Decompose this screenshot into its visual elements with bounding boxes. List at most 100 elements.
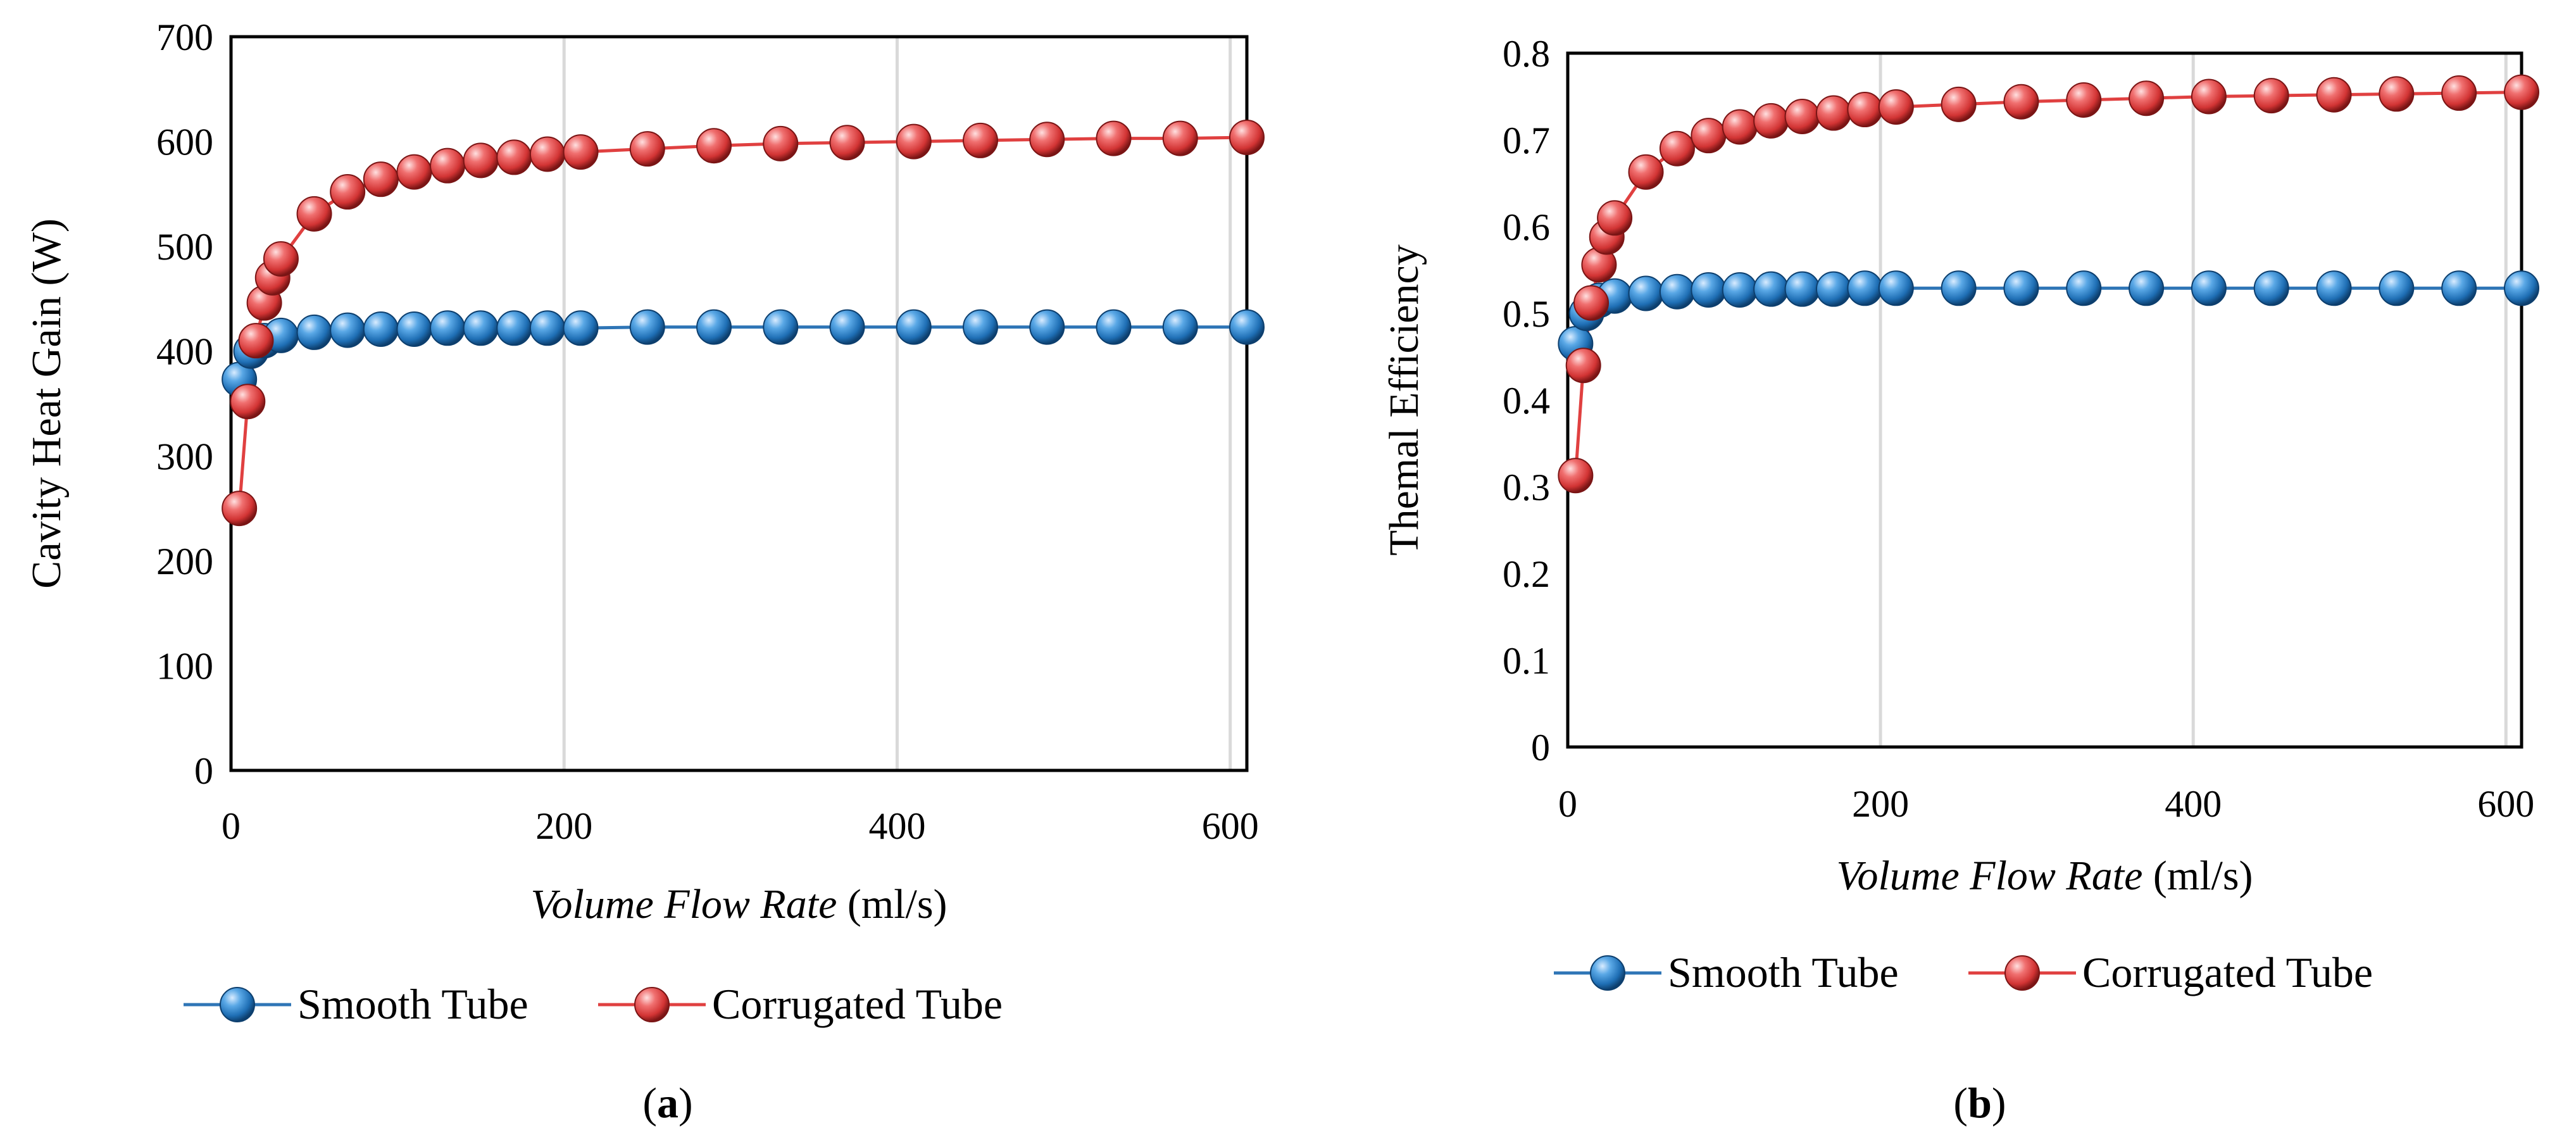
data-point-smooth-tube: [1847, 270, 1883, 306]
y-tick-label: 0: [194, 750, 213, 792]
x-tick-label: 400: [868, 805, 925, 847]
data-point-smooth-tube: [2441, 270, 2477, 306]
data-point-corrugated-tube: [1162, 120, 1198, 156]
data-point-corrugated-tube: [1565, 348, 1601, 384]
data-point-corrugated-tube: [1784, 99, 1820, 135]
data-point-corrugated-tube: [1096, 120, 1132, 156]
data-point-corrugated-tube: [1722, 109, 1758, 145]
data-point-corrugated-tube: [2504, 74, 2539, 110]
data-point-corrugated-tube: [2441, 75, 2477, 111]
data-point-corrugated-tube: [829, 125, 865, 161]
data-point-smooth-tube: [563, 310, 599, 346]
data-point-smooth-tube: [763, 309, 799, 345]
data-point-corrugated-tube: [396, 154, 432, 190]
data-point-corrugated-tube: [363, 161, 399, 198]
legend-label: Corrugated Tube: [2082, 948, 2373, 996]
data-point-corrugated-tube: [1659, 130, 1695, 166]
x-axis-title-unit: (ml/s): [837, 881, 947, 927]
data-point-smooth-tube: [2504, 270, 2539, 306]
data-point-smooth-tube: [1722, 272, 1758, 308]
data-point-corrugated-tube: [1691, 118, 1727, 154]
data-point-corrugated-tube: [463, 142, 499, 179]
data-point-corrugated-tube: [2003, 84, 2039, 120]
legend-marker: [634, 987, 670, 1022]
x-axis-title-unit: (ml/s): [2142, 853, 2253, 899]
data-point-smooth-tube: [1941, 270, 1977, 306]
x-tick-label: 400: [2165, 783, 2222, 825]
data-point-corrugated-tube: [1753, 103, 1789, 139]
x-axis-title-italic: Volume Flow Rate: [1836, 853, 2142, 899]
x-axis-title-italic: Volume Flow Rate: [530, 881, 837, 927]
y-tick-label: 500: [156, 226, 213, 268]
y-tick-label: 100: [156, 645, 213, 687]
x-axis-title: Volume Flow Rate (ml/s): [1836, 853, 2253, 899]
y-axis-title: Themal Efficiency: [1381, 244, 1427, 556]
data-point-corrugated-tube: [629, 131, 665, 167]
data-point-corrugated-tube: [1573, 285, 1610, 321]
data-point-smooth-tube: [829, 309, 865, 345]
data-point-corrugated-tube: [1628, 154, 1664, 190]
data-point-smooth-tube: [496, 310, 532, 346]
data-point-smooth-tube: [1229, 309, 1265, 345]
data-point-corrugated-tube: [1941, 86, 1977, 122]
plot-frame: [1566, 51, 2523, 749]
y-tick-label: 0.2: [1503, 553, 1550, 595]
data-point-smooth-tube: [2191, 270, 2227, 306]
data-point-corrugated-tube: [563, 134, 599, 170]
data-point-corrugated-tube: [963, 122, 999, 158]
y-tick-label: 0.5: [1503, 293, 1550, 335]
data-point-corrugated-tube: [2253, 78, 2289, 114]
data-point-corrugated-tube: [1847, 92, 1883, 128]
data-point-corrugated-tube: [2316, 77, 2352, 113]
data-point-corrugated-tube: [1229, 119, 1265, 155]
y-tick-label: 0.4: [1503, 380, 1550, 422]
data-point-corrugated-tube: [2066, 82, 2102, 118]
plot-frame: [229, 35, 1249, 772]
chart-panel-a: 0 100 200 300 400 500 600 700 0 200 400 600 Cavity H…: [23, 16, 1265, 1127]
data-point-corrugated-tube: [1815, 95, 1851, 131]
chart-panel-b: 0 0.1 0.2 0.3 0.4 0.5 0.6 0.7 0.8 0 200 400 600 Thema…: [1381, 33, 2539, 1127]
x-axis-title: Volume Flow Rate (ml/s): [530, 881, 947, 927]
data-point-smooth-tube: [296, 314, 332, 350]
data-point-smooth-tube: [1162, 309, 1198, 345]
data-point-smooth-tube: [1096, 309, 1132, 345]
data-point-corrugated-tube: [330, 174, 366, 210]
data-point-smooth-tube: [1784, 271, 1820, 307]
legend-marker: [2004, 955, 2040, 991]
data-point-smooth-tube: [463, 310, 499, 346]
legend-marker: [220, 987, 255, 1022]
data-point-corrugated-tube: [2191, 78, 2227, 115]
data-point-smooth-tube: [430, 310, 466, 346]
data-point-corrugated-tube: [238, 323, 274, 359]
data-point-smooth-tube: [2316, 270, 2352, 306]
y-tick-label: 0: [1531, 727, 1550, 769]
x-tick-label: 0: [222, 805, 241, 847]
data-point-smooth-tube: [696, 309, 732, 345]
panel-caption: (b): [1953, 1079, 2006, 1127]
data-point-smooth-tube: [1691, 272, 1727, 308]
x-tick-label: 600: [2477, 783, 2534, 825]
data-point-corrugated-tube: [1558, 458, 1594, 494]
y-tick-label: 200: [156, 541, 213, 582]
data-point-smooth-tube: [963, 309, 999, 345]
y-axis-title: Cavity Heat Gain (W): [23, 218, 70, 589]
data-point-smooth-tube: [1815, 271, 1851, 307]
data-point-smooth-tube: [1659, 273, 1695, 310]
y-tick-label: 0.8: [1503, 33, 1550, 75]
y-tick-label: 0.3: [1503, 467, 1550, 508]
data-point-corrugated-tube: [496, 139, 532, 175]
x-tick-label: 200: [1852, 783, 1909, 825]
legend-marker: [1590, 955, 1625, 991]
data-point-corrugated-tube: [1029, 122, 1065, 158]
data-point-smooth-tube: [363, 311, 399, 347]
y-tick-label: 0.7: [1503, 120, 1550, 161]
data-point-smooth-tube: [2379, 270, 2415, 306]
x-tick-label: 600: [1202, 805, 1259, 847]
data-point-corrugated-tube: [896, 123, 932, 160]
data-point-smooth-tube: [2129, 270, 2165, 306]
data-point-smooth-tube: [330, 312, 366, 348]
legend-label: Smooth Tube: [297, 980, 528, 1028]
data-point-corrugated-tube: [263, 241, 299, 277]
data-point-smooth-tube: [1753, 271, 1789, 307]
y-tick-label: 600: [156, 122, 213, 163]
